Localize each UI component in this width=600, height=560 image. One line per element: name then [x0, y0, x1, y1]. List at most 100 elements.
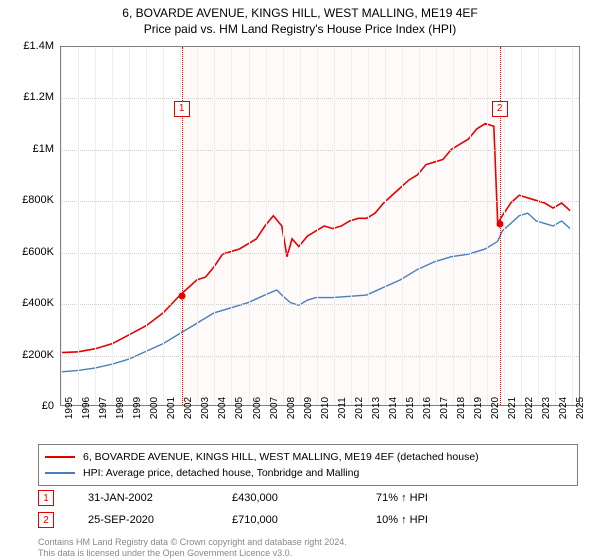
gridline-h [61, 201, 579, 202]
gridline-h [61, 98, 579, 99]
gridline-v [453, 47, 454, 405]
legend-row: HPI: Average price, detached house, Tonb… [45, 465, 571, 481]
gridline-v [351, 47, 352, 405]
gridline-v [61, 47, 62, 405]
gridline-v [197, 47, 198, 405]
gridline-v [419, 47, 420, 405]
x-tick-label: 2016 [422, 397, 433, 419]
gridline-v [436, 47, 437, 405]
y-tick-label: £1M [33, 143, 54, 155]
gridline-h [61, 304, 579, 305]
gridline-v [163, 47, 164, 405]
y-tick-label: £600K [22, 246, 54, 258]
sale-row: 1 31-JAN-2002 £430,000 71% ↑ HPI [38, 490, 578, 506]
x-tick-label: 2008 [286, 397, 297, 419]
sale-dot [178, 293, 185, 300]
x-tick-label: 2007 [269, 397, 280, 419]
sale-delta: 10% ↑ HPI [376, 514, 486, 526]
x-tick-label: 1995 [64, 397, 75, 419]
gridline-v [146, 47, 147, 405]
x-tick-label: 2012 [354, 397, 365, 419]
sale-marker-icon: 1 [38, 490, 54, 506]
x-tick-label: 2011 [337, 397, 348, 419]
y-tick-label: £1.4M [23, 40, 54, 52]
gridline-v [368, 47, 369, 405]
x-tick-label: 2005 [234, 397, 245, 419]
x-tick-label: 2014 [388, 397, 399, 419]
x-tick-label: 1998 [115, 397, 126, 419]
legend-label: 6, BOVARDE AVENUE, KINGS HILL, WEST MALL… [83, 451, 479, 463]
x-tick-label: 2004 [217, 397, 228, 419]
x-tick-label: 2006 [252, 397, 263, 419]
gridline-v [283, 47, 284, 405]
x-tick-label: 2003 [200, 397, 211, 419]
sale-delta: 71% ↑ HPI [376, 492, 486, 504]
sale-dot [496, 221, 503, 228]
gridline-h [61, 253, 579, 254]
y-tick-label: £800K [22, 194, 54, 206]
x-tick-label: 2001 [166, 397, 177, 419]
gridline-v [555, 47, 556, 405]
y-tick-label: £200K [22, 349, 54, 361]
x-tick-label: 2015 [405, 397, 416, 419]
copyright-text: Contains HM Land Registry data © Crown c… [38, 537, 347, 559]
title-line-1: 6, BOVARDE AVENUE, KINGS HILL, WEST MALL… [0, 0, 600, 20]
sale-row: 2 25-SEP-2020 £710,000 10% ↑ HPI [38, 512, 578, 528]
x-tick-label: 2018 [456, 397, 467, 419]
gridline-v [78, 47, 79, 405]
legend-label: HPI: Average price, detached house, Tonb… [83, 467, 359, 479]
y-tick-label: £1.2M [23, 91, 54, 103]
legend-swatch [45, 456, 75, 458]
x-tick-label: 2017 [439, 397, 450, 419]
y-tick-label: £0 [42, 400, 54, 412]
gridline-v [266, 47, 267, 405]
sale-marker-icon: 2 [492, 101, 508, 117]
gridline-v [402, 47, 403, 405]
gridline-v [572, 47, 573, 405]
x-tick-label: 1997 [98, 397, 109, 419]
gridline-h [61, 150, 579, 151]
x-tick-label: 2024 [558, 397, 569, 419]
title-line-2: Price paid vs. HM Land Registry's House … [0, 20, 600, 40]
plot-area: 12 [60, 46, 580, 406]
gridline-v [317, 47, 318, 405]
sale-price: £710,000 [232, 514, 342, 526]
sale-price: £430,000 [232, 492, 342, 504]
x-tick-label: 2020 [490, 397, 501, 419]
x-tick-label: 2000 [149, 397, 160, 419]
x-tick-label: 1999 [132, 397, 143, 419]
gridline-v [300, 47, 301, 405]
x-tick-label: 2019 [473, 397, 484, 419]
x-tick-label: 2009 [303, 397, 314, 419]
gridline-v [129, 47, 130, 405]
legend-swatch [45, 472, 75, 474]
sale-date: 31-JAN-2002 [88, 492, 198, 504]
sale-date: 25-SEP-2020 [88, 514, 198, 526]
gridline-v [470, 47, 471, 405]
legend-box: 6, BOVARDE AVENUE, KINGS HILL, WEST MALL… [38, 444, 578, 486]
gridline-v [95, 47, 96, 405]
gridline-v [521, 47, 522, 405]
gridline-v [231, 47, 232, 405]
x-tick-label: 2002 [183, 397, 194, 419]
gridline-v [112, 47, 113, 405]
y-tick-label: £400K [22, 297, 54, 309]
gridline-v [249, 47, 250, 405]
gridline-v [385, 47, 386, 405]
x-tick-label: 2021 [507, 397, 518, 419]
sale-marker-icon: 2 [38, 512, 54, 528]
x-tick-label: 2013 [371, 397, 382, 419]
x-tick-label: 2025 [575, 397, 586, 419]
legend-row: 6, BOVARDE AVENUE, KINGS HILL, WEST MALL… [45, 449, 571, 465]
gridline-h [61, 356, 579, 357]
gridline-v [487, 47, 488, 405]
x-tick-label: 2022 [524, 397, 535, 419]
gridline-v [538, 47, 539, 405]
sale-marker-icon: 1 [174, 101, 190, 117]
gridline-v [214, 47, 215, 405]
x-tick-label: 2010 [320, 397, 331, 419]
chart-container: 6, BOVARDE AVENUE, KINGS HILL, WEST MALL… [0, 0, 600, 560]
x-tick-label: 2023 [541, 397, 552, 419]
gridline-v [334, 47, 335, 405]
x-tick-label: 1996 [81, 397, 92, 419]
